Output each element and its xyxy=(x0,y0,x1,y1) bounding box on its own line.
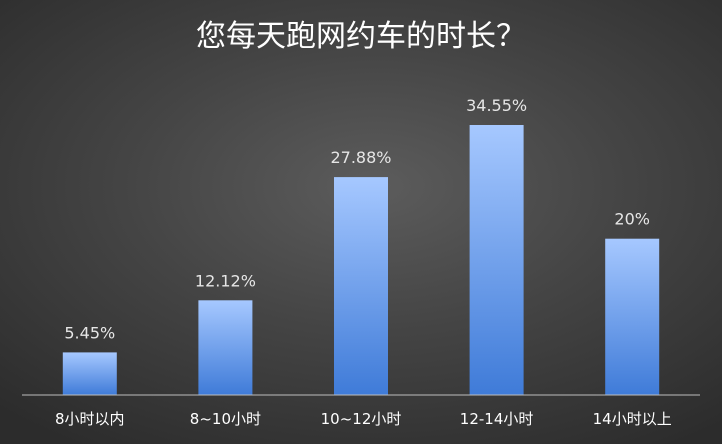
bar-1 xyxy=(62,352,117,395)
bar-4 xyxy=(469,125,524,395)
data-label-1: 5.45% xyxy=(64,323,115,342)
x-tick-label-5: 14小时以上 xyxy=(593,410,672,428)
data-label-3: 27.88% xyxy=(330,148,391,167)
data-label-5: 20% xyxy=(614,210,650,229)
chart-title: 您每天跑网约车的时长？ xyxy=(196,19,526,54)
x-tick-label-4: 12-14小时 xyxy=(460,410,534,428)
bar-5 xyxy=(605,238,660,395)
x-tick-label-1: 8小时以内 xyxy=(55,410,125,428)
data-label-2: 12.12% xyxy=(195,271,256,290)
bar-3 xyxy=(334,177,388,395)
bar-2 xyxy=(198,300,253,395)
data-label-4: 34.55% xyxy=(466,96,527,115)
x-tick-label-2: 8~10小时 xyxy=(190,410,261,428)
x-tick-label-3: 10~12小时 xyxy=(321,410,402,428)
labels-group: 5.45% 8小时以内 12.12% 8~10小时 27.88% 10~12小时 34.55… xyxy=(55,96,672,428)
bars-group xyxy=(62,125,660,395)
